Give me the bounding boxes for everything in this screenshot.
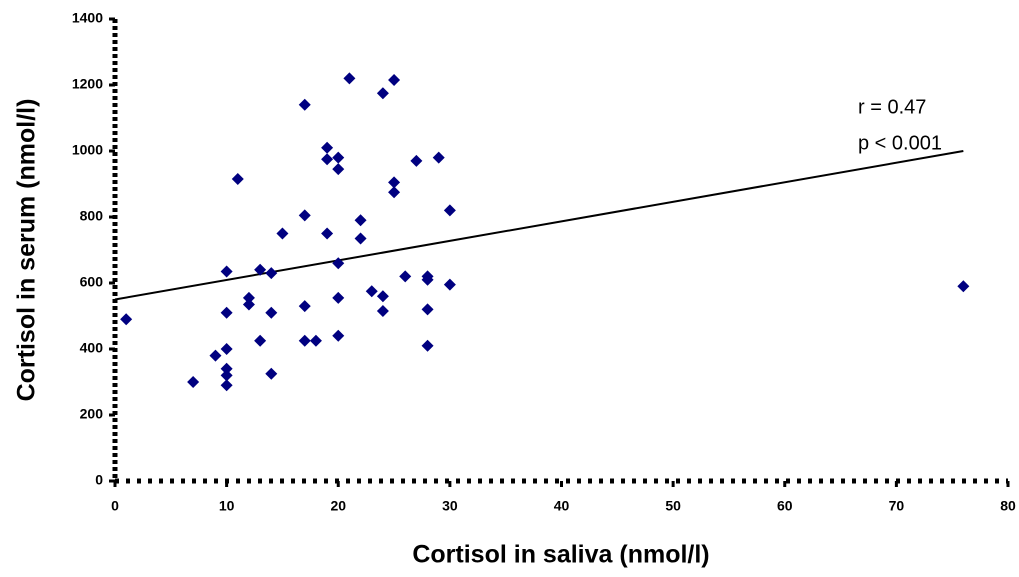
y-tick-label: 0	[95, 472, 103, 488]
point	[220, 379, 233, 392]
point	[332, 151, 345, 164]
point	[421, 273, 434, 286]
point	[421, 303, 434, 316]
point	[220, 306, 233, 319]
point	[365, 285, 378, 298]
point	[254, 334, 267, 347]
point	[332, 163, 345, 176]
x-tick-label: 10	[219, 498, 235, 514]
x-tick-label: 60	[777, 498, 793, 514]
x-tick-label: 40	[554, 498, 570, 514]
x-tick-label: 50	[665, 498, 681, 514]
point	[432, 151, 445, 164]
x-tick-label: 80	[1000, 498, 1016, 514]
y-tick-label: 800	[80, 208, 104, 224]
point	[388, 186, 401, 199]
x-tick-label: 20	[330, 498, 346, 514]
point	[332, 329, 345, 342]
point	[332, 291, 345, 304]
point	[399, 270, 412, 283]
point	[376, 87, 389, 100]
point	[376, 290, 389, 303]
point	[254, 263, 267, 276]
y-tick-label: 1200	[72, 76, 103, 92]
y-axis-title: Cortisol in serum (nmol/l)	[13, 99, 41, 402]
point	[443, 204, 456, 217]
point	[421, 339, 434, 352]
x-tick-label: 30	[442, 498, 458, 514]
point	[354, 232, 367, 245]
point	[443, 278, 456, 291]
y-tick-label: 600	[80, 274, 104, 290]
point	[410, 154, 423, 167]
y-tick-label: 1000	[72, 142, 103, 158]
point	[388, 74, 401, 87]
point	[376, 305, 389, 318]
point	[321, 153, 334, 166]
point	[242, 298, 255, 311]
x-axis-title: Cortisol in saliva (nmol/l)	[412, 541, 709, 569]
point	[220, 343, 233, 355]
point	[265, 267, 278, 280]
point	[276, 227, 289, 240]
annotation: r = 0.47	[858, 96, 926, 118]
y-tick-label: 200	[80, 406, 104, 422]
x-tick-label: 0	[111, 498, 119, 514]
point	[298, 98, 311, 111]
x-tick-label: 70	[889, 498, 905, 514]
point	[220, 369, 233, 382]
point	[298, 209, 311, 222]
point	[242, 291, 255, 304]
y-tick-label: 1400	[72, 10, 103, 26]
y-tick-label: 400	[80, 340, 104, 356]
point	[354, 214, 367, 227]
point	[220, 362, 233, 375]
point	[388, 176, 401, 189]
point	[209, 349, 222, 362]
point	[957, 280, 970, 293]
annotation: p < 0.001	[858, 132, 942, 154]
point	[265, 367, 278, 380]
point	[120, 313, 133, 326]
point	[298, 300, 311, 313]
point	[265, 306, 278, 319]
trend-line	[114, 150, 964, 301]
point	[231, 173, 244, 186]
point	[343, 72, 356, 85]
point	[321, 141, 334, 154]
point	[187, 376, 200, 388]
point	[332, 257, 345, 270]
point	[309, 334, 322, 347]
point	[321, 227, 334, 240]
point	[298, 334, 311, 347]
point	[220, 265, 233, 278]
